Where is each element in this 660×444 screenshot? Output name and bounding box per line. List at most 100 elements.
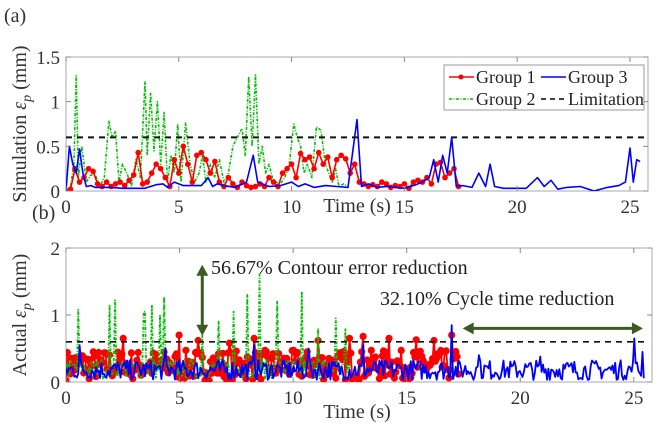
data-point-group-1 <box>230 181 236 187</box>
data-point-group-1 <box>175 331 183 339</box>
series-line-group-2-b <box>66 273 352 380</box>
annotations: 56.67% Contour error reduction 32.10% Cy… <box>196 257 643 336</box>
y-tick-label: 1.5 <box>36 48 60 69</box>
data-point-group-1 <box>139 181 146 187</box>
data-point-group-1 <box>225 174 232 181</box>
y-tick-label: 1 <box>51 306 61 327</box>
data-point-group-1 <box>118 350 126 358</box>
data-point-group-1 <box>94 181 101 187</box>
data-point-group-1 <box>144 179 150 185</box>
data-point-group-1 <box>283 354 291 363</box>
cycle-time-arrow-icon <box>462 322 643 335</box>
data-point-group-1 <box>293 174 299 181</box>
data-point-group-1 <box>279 170 286 176</box>
data-point-group-1 <box>382 348 390 356</box>
data-point-group-1 <box>106 351 114 359</box>
x-axis-title-a: Time (s) <box>323 195 391 217</box>
data-point-group-1 <box>121 182 128 189</box>
data-point-group-1 <box>311 165 317 172</box>
data-point-group-1 <box>194 152 200 159</box>
data-point-group-1 <box>67 186 74 191</box>
data-point-group-1 <box>112 181 119 187</box>
data-point-group-1 <box>318 354 326 362</box>
data-point-group-1 <box>66 376 70 382</box>
panel-label-a: (a) <box>4 5 26 27</box>
data-point-group-1 <box>297 150 304 157</box>
data-point-group-1 <box>367 346 375 354</box>
legend-item-group-2: Group 2 <box>449 89 536 109</box>
data-point-group-1 <box>134 348 142 357</box>
data-point-group-1 <box>95 348 103 357</box>
y-tick-label: 0 <box>51 182 61 203</box>
data-point-group-1 <box>198 149 205 156</box>
data-point-group-1 <box>252 183 259 190</box>
data-point-group-1 <box>262 348 270 356</box>
plot-b-content <box>66 273 648 382</box>
data-point-group-1 <box>371 353 379 361</box>
data-point-group-1 <box>171 156 178 163</box>
data-point-group-1 <box>189 179 196 185</box>
data-point-group-1 <box>347 349 355 357</box>
x-tick-label: 15 <box>395 197 414 218</box>
legend-item-limitation: Limitation <box>541 89 644 109</box>
data-point-group-1 <box>333 156 340 163</box>
data-point-group-1 <box>306 154 313 160</box>
x-tick-label: 25 <box>624 388 643 409</box>
annotation-contour-error: 56.67% Contour error reduction <box>211 257 468 279</box>
data-point-group-1 <box>212 158 218 165</box>
data-point-group-1 <box>248 184 254 191</box>
data-point-group-1 <box>284 165 290 172</box>
data-point-group-1 <box>355 376 363 382</box>
data-point-group-1 <box>127 349 135 357</box>
data-point-group-1 <box>117 179 123 185</box>
data-point-group-1 <box>415 177 421 184</box>
data-point-group-1 <box>342 156 349 162</box>
data-point-group-1 <box>85 165 92 172</box>
data-point-group-1 <box>185 161 191 167</box>
x-axis-title-b: Time (s) <box>323 401 391 423</box>
data-point-group-1 <box>157 165 164 172</box>
data-point-group-1 <box>302 156 308 163</box>
data-point-group-1 <box>130 172 137 178</box>
data-point-group-1 <box>182 346 190 354</box>
plot-a-content <box>66 74 644 191</box>
legend-label-limitation: Limitation <box>568 89 644 109</box>
data-point-group-1 <box>250 334 258 342</box>
x-tick-label: 0 <box>61 197 71 218</box>
data-point-group-1 <box>359 332 367 340</box>
data-point-group-1 <box>194 336 202 345</box>
data-point-group-1 <box>270 179 277 185</box>
y-axis-title-b: Actual εp (mm) <box>9 254 35 377</box>
data-point-group-1 <box>162 174 169 181</box>
data-point-group-1 <box>397 346 405 354</box>
data-point-group-1 <box>152 350 160 358</box>
data-point-group-1 <box>269 350 277 358</box>
data-point-group-1 <box>428 181 435 187</box>
data-point-group-1 <box>126 177 132 184</box>
data-point-group-1 <box>383 181 390 187</box>
data-point-group-1 <box>315 149 322 156</box>
x-tick-label: 20 <box>511 388 530 409</box>
series-line-group-3-a <box>66 118 641 191</box>
x-tick-label: 10 <box>284 388 303 409</box>
legend: Group 1 Group 3 Group 2 Limitation <box>443 64 645 111</box>
data-point-group-1 <box>203 156 209 163</box>
x-tick-label: 15 <box>397 388 416 409</box>
data-point-group-1 <box>345 334 354 342</box>
panel-a: 0 5 10 15 20 25 0 0.5 1 1.5 Time (s) Simulation ε… <box>9 45 649 218</box>
data-point-group-1 <box>442 174 448 181</box>
contour-error-arrow-icon <box>196 264 209 336</box>
x-tick-label: 5 <box>175 388 185 409</box>
data-point-group-1 <box>148 170 155 176</box>
y-tick-label: 1 <box>51 93 61 114</box>
legend-label-group-2: Group 2 <box>476 89 536 109</box>
data-point-group-1 <box>176 170 182 176</box>
y-tick-label: 2 <box>51 239 61 260</box>
data-point-group-1 <box>410 179 417 185</box>
annotation-cycle-time: 32.10% Cycle time reduction <box>380 288 614 310</box>
data-point-group-1 <box>235 356 243 364</box>
data-point-group-1 <box>99 183 105 190</box>
data-point-group-1 <box>180 143 187 150</box>
data-point-group-1 <box>76 179 83 185</box>
